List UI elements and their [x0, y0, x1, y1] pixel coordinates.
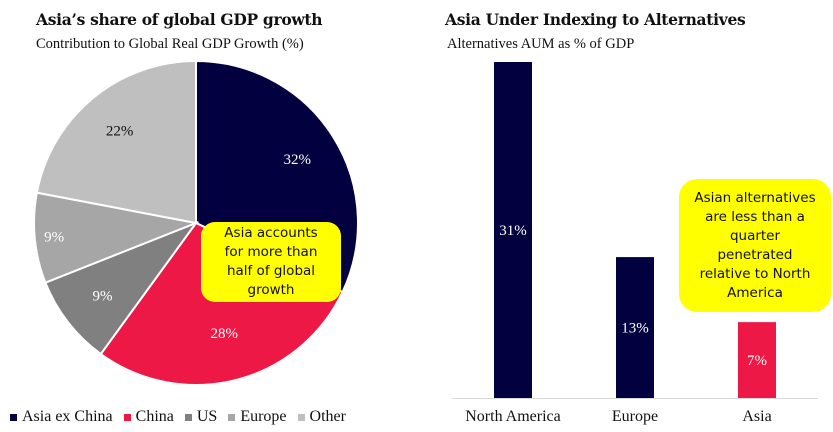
legend-item-asia-ex-china: Asia ex China	[10, 408, 113, 426]
pie-slice-china	[99, 221, 344, 386]
legend-swatch	[297, 413, 305, 421]
bar-europe	[616, 257, 654, 398]
bar-callout-line: Asian alternatives	[694, 189, 816, 206]
legend-label: China	[135, 408, 174, 425]
pie-data-label: 28%	[210, 326, 238, 342]
legend-label: Other	[309, 408, 346, 425]
legend-item-china: China	[123, 408, 174, 426]
bar-north-america	[494, 62, 532, 398]
bar-chart-title: Asia Under Indexing to Alternatives	[445, 10, 746, 29]
pie-data-label: 9%	[93, 288, 113, 304]
legend-item-europe: Europe	[228, 408, 287, 426]
pie-chart-subtitle: Contribution to Global Real GDP Growth (…	[36, 36, 304, 52]
x-tick-label-north-america: North America	[465, 408, 561, 425]
legend-item-us: US	[184, 408, 218, 426]
bar-data-label: 7%	[747, 353, 767, 369]
pie-slice-europe	[33, 191, 200, 284]
legend-swatch	[228, 413, 236, 421]
legend-label: US	[196, 408, 218, 425]
bar-asia	[738, 322, 776, 398]
legend-swatch	[10, 413, 17, 421]
pie-legend: Asia ex China China US Europe Other	[10, 408, 357, 426]
legend-label: Asia ex China	[22, 408, 113, 425]
bar-callout-line: penetrated	[717, 246, 793, 263]
legend-label: Europe	[240, 408, 287, 425]
bar-callout-line: America	[727, 284, 783, 301]
pie-slice-us	[44, 220, 199, 356]
pie-slice-other	[35, 59, 197, 225]
legend-swatch	[184, 413, 192, 421]
pie-data-label: 22%	[106, 124, 134, 140]
bar-data-label: 31%	[499, 223, 527, 239]
pie-chart-title: Asia’s share of global GDP growth	[36, 10, 323, 29]
bar-callout-line: are less than a	[705, 208, 805, 225]
legend-item-other: Other	[297, 408, 346, 426]
bar-chart-subtitle: Alternatives AUM as % of GDP	[447, 36, 635, 52]
pie-callout-line: for more than	[224, 244, 318, 260]
pie-callout-line: half of global	[226, 263, 316, 279]
pie-callout-line: Asia accounts	[224, 225, 318, 241]
x-tick-label-europe: Europe	[611, 408, 659, 425]
bar-chart: 31% 13% 7%	[452, 62, 818, 399]
bar-callout-line: relative to North	[699, 265, 811, 282]
legend-swatch	[123, 413, 131, 421]
x-tick-label-asia: Asia	[742, 408, 772, 425]
pie-callout-line: growth	[247, 282, 295, 298]
pie-callout: Asia accounts for more than half of glob…	[201, 222, 341, 302]
bar-callout: Asian alternatives are less than a quart…	[679, 179, 831, 312]
bar-callout-line: quarter	[729, 227, 781, 244]
bar-data-label: 13%	[621, 321, 649, 337]
pie-data-label: 9%	[44, 229, 64, 245]
pie-data-label: 32%	[283, 152, 311, 168]
